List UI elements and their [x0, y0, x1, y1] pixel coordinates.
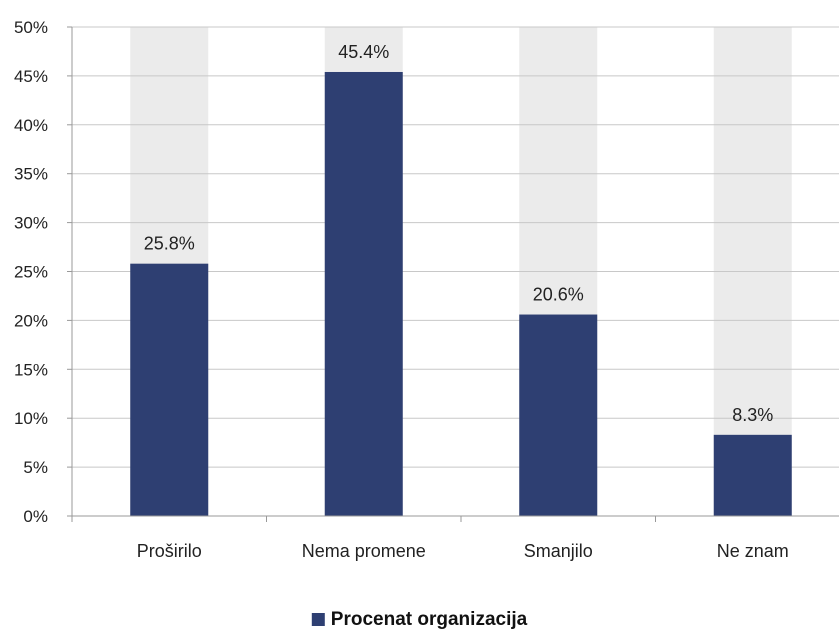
y-tick-label: 45% — [14, 67, 48, 86]
bar-2 — [324, 71, 403, 516]
bar-3 — [519, 314, 598, 516]
x-category-label: Proširilo — [137, 541, 202, 561]
y-tick-label: 10% — [14, 409, 48, 428]
y-tick-label: 50% — [14, 18, 48, 37]
y-tick-label: 35% — [14, 165, 48, 184]
bars — [130, 71, 792, 516]
data-label: 8.3% — [732, 405, 773, 425]
data-label: 20.6% — [533, 285, 584, 305]
legend-swatch — [311, 613, 325, 626]
x-axis-category-labels: Proširilo Nema promene Smanjilo Ne znam — [137, 541, 789, 561]
gridlines — [72, 26, 839, 468]
y-tick-label: 25% — [14, 263, 48, 282]
y-tick-label: 5% — [23, 458, 48, 477]
bar-4 — [713, 434, 792, 516]
y-tick-label: 15% — [14, 360, 48, 379]
y-tick-label: 30% — [14, 214, 48, 233]
data-labels: 25.8% 45.4% 20.6% 8.3% — [144, 42, 774, 425]
x-category-label: Nema promene — [302, 541, 426, 561]
y-axis-tick-labels: 0% 5% 10% 15% 20% 25% 30% 35% 40% 45% 50% — [14, 18, 48, 526]
bar-1 — [130, 263, 209, 516]
legend-label: Procenat organizacija — [331, 609, 528, 630]
legend: Procenat organizacija — [311, 609, 528, 630]
y-tick-label: 40% — [14, 116, 48, 135]
x-category-label: Smanjilo — [524, 541, 593, 561]
y-tick-label: 20% — [14, 311, 48, 330]
axes — [67, 26, 839, 522]
data-label: 25.8% — [144, 234, 195, 254]
data-label: 45.4% — [338, 42, 389, 62]
x-category-label: Ne znam — [717, 541, 789, 561]
y-tick-label: 0% — [23, 507, 48, 526]
